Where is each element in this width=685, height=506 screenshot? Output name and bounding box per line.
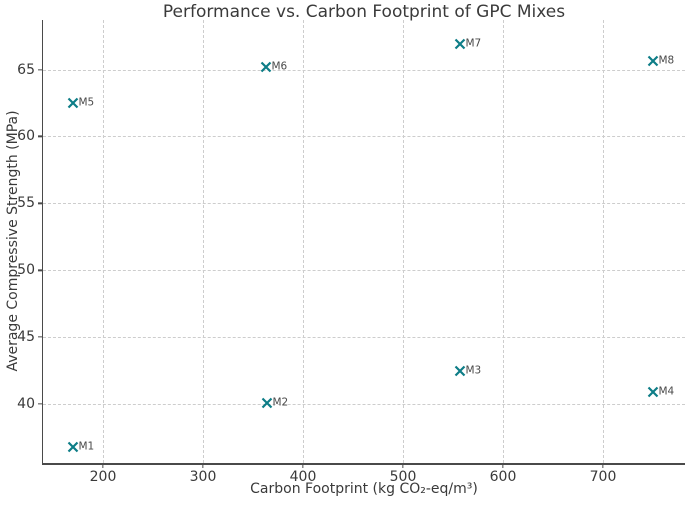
y-gridline [43, 404, 685, 406]
x-tick-label: 600 [489, 469, 517, 485]
plot-area: M1 M2 M3 M4 M5 M6 M7 M8 200 300 400 500 600 700 40 45 5… [17, 20, 685, 485]
x-marker-icon [647, 386, 659, 398]
y-tick-label: 65 [17, 61, 35, 78]
x-gridline [503, 20, 504, 463]
data-point-label: M2 [272, 396, 289, 409]
y-gridline [43, 136, 685, 138]
x-tick-label: 700 [589, 469, 617, 485]
y-gridline [43, 270, 685, 272]
x-tick-label: 200 [89, 469, 117, 485]
x-tick-mark [302, 464, 304, 468]
y-tick-label: 60 [17, 128, 35, 145]
y-gridline [43, 203, 685, 205]
x-axis-spine [41, 463, 685, 465]
x-marker-icon [261, 397, 273, 409]
x-marker-icon [454, 38, 466, 50]
x-marker-icon [454, 365, 466, 376]
marker-layer: M1 M2 M3 M4 M5 M6 M7 M8 [43, 20, 685, 463]
x-tick-label: 300 [189, 469, 217, 485]
data-point-label: M5 [78, 96, 95, 109]
data-point-marker [67, 440, 80, 453]
data-point-label: M6 [271, 60, 288, 73]
y-tick-mark [38, 403, 42, 405]
data-point-marker [647, 55, 660, 68]
y-gridline [43, 337, 685, 339]
x-tick-label: 400 [289, 469, 317, 485]
data-point-label: M8 [658, 55, 675, 68]
y-tick-label: 55 [17, 195, 35, 212]
y-tick-mark [38, 135, 42, 138]
x-marker-icon [67, 441, 79, 453]
x-marker-icon [647, 56, 659, 67]
data-point-marker [261, 396, 274, 409]
data-point-label: M1 [78, 440, 95, 453]
x-gridline [103, 20, 104, 463]
y-gridline [43, 69, 685, 71]
data-point-label: M7 [465, 37, 482, 50]
x-tick-mark [502, 464, 504, 468]
data-point-marker [454, 38, 467, 51]
x-tick-mark [102, 464, 104, 468]
x-tick-label: 500 [389, 469, 417, 485]
y-tick-label: 40 [17, 396, 35, 413]
y-tick-label: 50 [17, 262, 35, 279]
x-gridline [603, 20, 604, 463]
data-point-marker [454, 364, 467, 377]
data-point-label: M3 [465, 364, 482, 377]
x-axis-label: Carbon Footprint (kg CO₂-eq/m³) [250, 481, 478, 497]
x-tick-mark [202, 464, 204, 468]
y-tick-mark [38, 68, 42, 71]
y-tick-mark [38, 202, 42, 204]
y-tick-label: 45 [17, 329, 35, 346]
x-gridline [403, 20, 404, 463]
data-point-marker [260, 60, 273, 73]
y-tick-mark [38, 269, 42, 271]
x-gridline [303, 20, 304, 463]
x-gridline [203, 20, 204, 463]
data-point-marker [67, 96, 80, 109]
x-tick-mark [602, 464, 604, 468]
y-tick-mark [38, 336, 42, 338]
x-marker-icon [67, 97, 79, 109]
x-marker-icon [260, 61, 272, 73]
data-point-label: M4 [658, 385, 675, 398]
grid-layer [43, 20, 685, 463]
chart-title: Performance vs. Carbon Footprint of GPC … [162, 2, 566, 22]
data-point-marker [647, 386, 660, 399]
x-tick-mark [402, 464, 404, 468]
y-axis-spine [41, 20, 43, 465]
